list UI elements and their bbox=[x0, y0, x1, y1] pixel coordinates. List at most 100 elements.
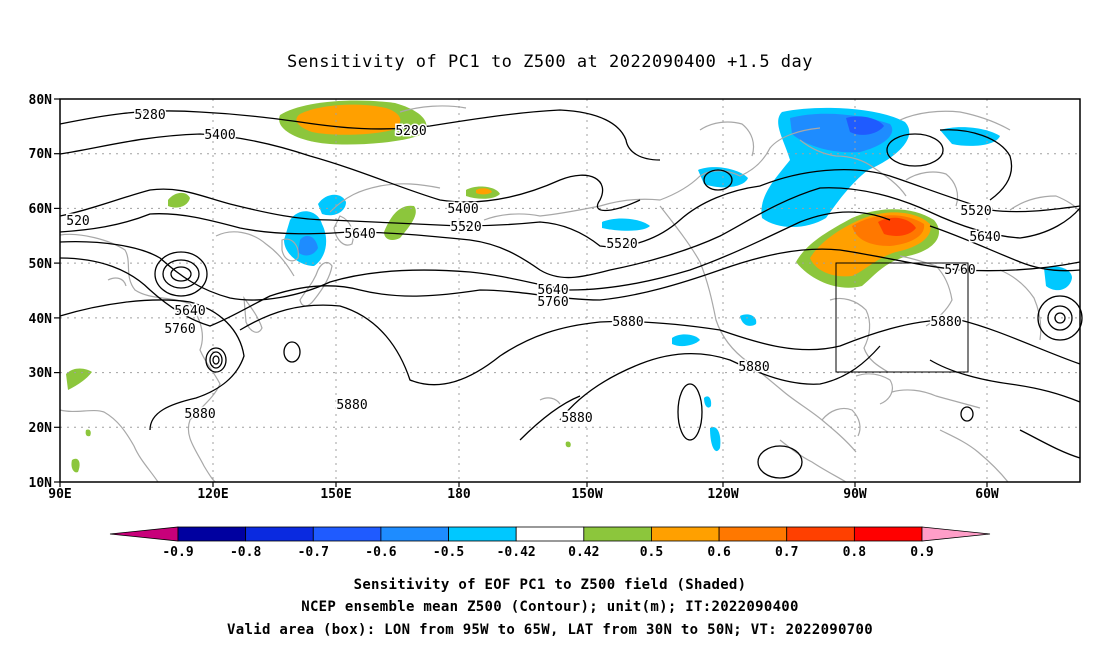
positive-sensitivity-patch bbox=[168, 192, 190, 208]
contour-line bbox=[59, 109, 661, 161]
positive-sensitivity-patch bbox=[878, 217, 916, 236]
contour-label: 5880 bbox=[561, 411, 592, 426]
colorbar-segment bbox=[177, 526, 247, 542]
contour-line bbox=[170, 266, 192, 282]
lat-tick-label: 60N bbox=[29, 202, 53, 217]
positive-sensitivity-patch bbox=[565, 441, 571, 448]
negative-sensitivity-patch bbox=[672, 334, 700, 347]
map-title: Sensitivity of PC1 to Z500 at 2022090400… bbox=[287, 52, 813, 72]
lon-tick-label: 90E bbox=[48, 487, 71, 502]
contour-line bbox=[59, 185, 761, 248]
contour-label: 5520 bbox=[450, 220, 481, 235]
colorbar-label: -0.42 bbox=[497, 545, 536, 560]
colorbar-low-arrow bbox=[109, 526, 179, 542]
negative-sensitivity-patch bbox=[298, 235, 318, 256]
coastlines bbox=[59, 105, 1081, 483]
contour-line bbox=[939, 129, 1013, 201]
contour-line bbox=[59, 187, 1081, 279]
contour-label: 5400 bbox=[204, 128, 235, 143]
lon-tick-label: 120W bbox=[707, 487, 738, 502]
contour-line bbox=[239, 304, 1081, 386]
contour-label: 5760 bbox=[944, 263, 975, 278]
contour-label: 5520 bbox=[960, 204, 991, 219]
positive-sensitivity-patch bbox=[71, 458, 80, 473]
contour-label: 5760 bbox=[164, 322, 195, 337]
contour-label: 5640 bbox=[537, 283, 568, 298]
colorbar-label: 0.6 bbox=[707, 545, 731, 560]
map-frame bbox=[59, 98, 1081, 483]
contour-label: 5880 bbox=[336, 398, 367, 413]
colorbar-label: 0.8 bbox=[843, 545, 867, 560]
contour-line bbox=[59, 299, 245, 431]
lat-tick-label: 30N bbox=[29, 366, 53, 381]
colorbar-label: 0.7 bbox=[775, 545, 798, 560]
lon-tick-label: 120E bbox=[197, 487, 228, 502]
colorbar-label: -0.9 bbox=[162, 545, 193, 560]
colorbar-label: -0.7 bbox=[298, 545, 329, 560]
positive-sensitivity-patch bbox=[476, 188, 492, 195]
map-panel: 5280 5280 5400 5400 520 5520 5520 5520 5… bbox=[59, 98, 1083, 483]
lon-tick-label: 90W bbox=[843, 487, 867, 502]
contour-line bbox=[677, 383, 703, 441]
colorbar-segment bbox=[312, 526, 382, 542]
lat-tick-label: 50N bbox=[29, 257, 53, 272]
contour-label: 5880 bbox=[930, 315, 961, 330]
negative-sensitivity-patch bbox=[318, 194, 346, 216]
contour-line bbox=[59, 248, 1081, 327]
contour-label: 5400 bbox=[447, 202, 478, 217]
colorbar-segment bbox=[718, 526, 788, 542]
contour-line bbox=[205, 347, 227, 373]
latitude-axis: 80N 70N 60N 50N 40N 30N 20N 10N bbox=[29, 93, 60, 491]
contour-label: 5280 bbox=[395, 124, 426, 139]
z500-contours bbox=[59, 109, 1083, 479]
negative-sensitivity-patch bbox=[704, 396, 712, 408]
contour-line bbox=[283, 341, 301, 363]
colorbar-label: 0.5 bbox=[640, 545, 663, 560]
contour-line bbox=[559, 345, 881, 421]
lon-tick-label: 60W bbox=[975, 487, 999, 502]
negative-sensitivity-patch bbox=[602, 218, 650, 231]
colorbar: -0.9 -0.8 -0.7 -0.6 -0.5 -0.42 0.42 0.5 0.6 0.7 0.… bbox=[109, 526, 991, 560]
lat-tick-label: 40N bbox=[29, 312, 53, 327]
lat-tick-label: 80N bbox=[29, 93, 53, 108]
contour-line bbox=[1019, 429, 1081, 459]
colorbar-segment bbox=[245, 526, 314, 542]
negative-sensitivity-patch bbox=[940, 127, 1000, 146]
colorbar-segment bbox=[380, 526, 449, 542]
lon-tick-label: 180 bbox=[447, 487, 471, 502]
contour-line bbox=[59, 211, 891, 301]
contour-line bbox=[703, 169, 733, 191]
contour-label: 5280 bbox=[134, 108, 165, 123]
colorbar-segment bbox=[448, 526, 517, 542]
colorbar-segment bbox=[853, 526, 923, 542]
positive-sensitivity-patch bbox=[85, 429, 91, 437]
colorbar-label: -0.8 bbox=[230, 545, 261, 560]
contour-line bbox=[209, 351, 223, 369]
contour-line bbox=[519, 395, 581, 441]
contour-label: 520 bbox=[66, 214, 89, 229]
valid-area-box bbox=[835, 262, 969, 373]
lat-tick-label: 10N bbox=[29, 476, 53, 491]
colorbar-label: -0.5 bbox=[433, 545, 464, 560]
contour-line bbox=[929, 225, 1081, 272]
contour-label: 5880 bbox=[612, 315, 643, 330]
sensitivity-shading bbox=[66, 100, 1072, 473]
lon-tick-label: 150W bbox=[571, 487, 602, 502]
contour-labels: 5280 5280 5400 5400 520 5520 5520 5520 5… bbox=[65, 107, 1002, 428]
colorbar-label: 0.42 bbox=[568, 545, 599, 560]
colorbar-segment bbox=[515, 526, 585, 542]
contour-line bbox=[1047, 305, 1073, 331]
lat-tick-label: 20N bbox=[29, 421, 53, 436]
longitude-axis: 90E 120E 150E 180 150W 120W 90W 60W bbox=[48, 482, 999, 502]
caption-line-3: Valid area (box): LON from 95W to 65W, L… bbox=[227, 622, 873, 638]
contour-line bbox=[960, 406, 974, 422]
contour-label: 5640 bbox=[969, 230, 1000, 245]
contour-label: 5880 bbox=[184, 407, 215, 422]
negative-sensitivity-patch bbox=[710, 426, 721, 452]
colorbar-segment bbox=[651, 526, 720, 542]
negative-sensitivity-patch bbox=[740, 314, 757, 326]
negative-sensitivity-patch bbox=[1044, 266, 1072, 291]
lat-tick-label: 70N bbox=[29, 147, 53, 162]
contour-line bbox=[929, 359, 1081, 403]
